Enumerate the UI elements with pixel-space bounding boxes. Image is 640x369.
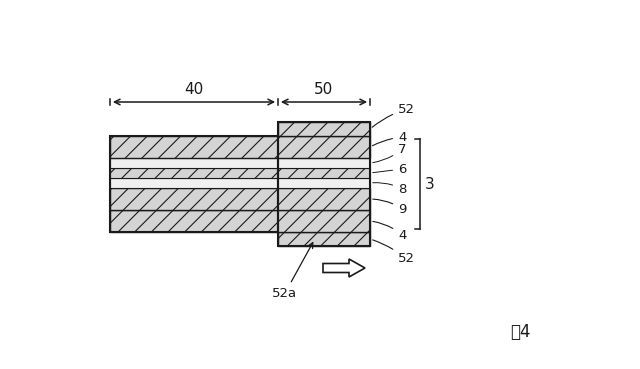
Text: 4: 4	[372, 221, 406, 241]
Bar	[110, 188, 370, 210]
Bar	[278, 122, 370, 246]
Bar	[110, 168, 370, 178]
Text: 7: 7	[372, 142, 406, 163]
Text: 4: 4	[372, 131, 406, 146]
FancyArrow shape	[323, 259, 365, 277]
Text: 50: 50	[314, 82, 333, 97]
Bar	[110, 178, 370, 188]
Bar	[110, 158, 370, 168]
Bar	[278, 122, 370, 136]
Text: 9: 9	[372, 199, 406, 215]
Bar	[278, 232, 370, 246]
Text: 52: 52	[372, 240, 415, 266]
Text: 40: 40	[184, 82, 204, 97]
Text: 3: 3	[425, 176, 435, 192]
Text: 52: 52	[372, 103, 415, 127]
Text: 6: 6	[372, 162, 406, 176]
Text: 围4: 围4	[510, 323, 531, 341]
Text: 8: 8	[372, 183, 406, 196]
Bar	[110, 210, 370, 232]
Bar	[110, 136, 278, 232]
Bar	[110, 136, 370, 158]
Text: 52a: 52a	[272, 243, 313, 300]
